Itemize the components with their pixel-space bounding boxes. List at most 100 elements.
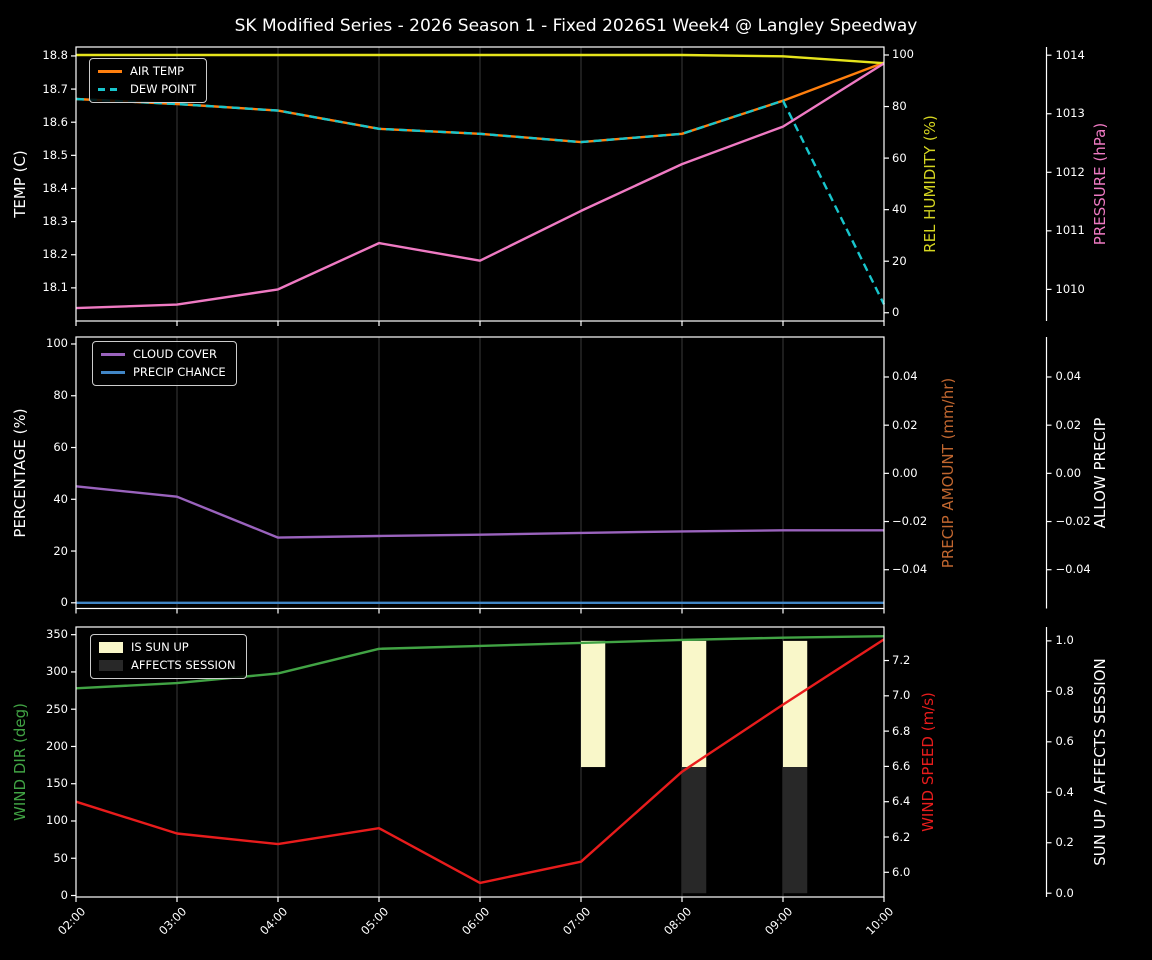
axis-label-rel-humidity-: REL HUMIDITY (%) [921, 115, 939, 253]
axis-label-sun-up-affects-session: SUN UP / AFFECTS SESSION [1091, 658, 1109, 866]
y-tick-label: 0.8 [1055, 683, 1074, 698]
series-dew-point [75, 97, 886, 305]
axis-label-pressure-hpa-: PRESSURE (hPa) [1091, 122, 1109, 246]
legend-swatch-line [101, 353, 125, 356]
legend-label: AIR TEMP [130, 64, 185, 78]
y-tick-label: 1014 [1055, 47, 1085, 62]
legend-label: CLOUD COVER [133, 347, 218, 361]
y-tick-label: 18.5 [42, 147, 68, 162]
legend-label: AFFECTS SESSION [131, 658, 236, 672]
y-tick-label: 0.4 [1055, 784, 1074, 799]
y-tick-label: 6.0 [892, 864, 911, 879]
y-tick-label: −0.04 [892, 562, 928, 577]
y-tick-label: 18.7 [42, 81, 68, 96]
bar-affects-session [682, 767, 707, 894]
bar-is-sun-up [682, 640, 707, 768]
y-tick-label: 0.04 [892, 369, 918, 384]
y-tick-label: 1.0 [1055, 633, 1074, 648]
y-tick-label: 0.2 [1055, 835, 1074, 850]
y-tick-label: 1011 [1055, 223, 1085, 238]
legend-swatch-line [98, 70, 122, 73]
legend-swatch-patch [99, 660, 123, 671]
bar-affects-session [783, 767, 808, 894]
legend-swatch-dash [98, 88, 122, 91]
y-tick-label: 0 [892, 305, 900, 320]
y-tick-label: 18.8 [42, 48, 68, 63]
legend-swatch-line [101, 371, 125, 374]
y-tick-label: 0.02 [1055, 417, 1082, 432]
y-tick-label: 20 [892, 253, 907, 268]
y-tick-label: 7.0 [892, 688, 911, 703]
y-tick-label: 80 [892, 99, 907, 114]
y-tick-label: 40 [892, 202, 907, 217]
legend-item: PRECIP CHANCE [101, 366, 226, 379]
y-tick-label: 60 [53, 440, 68, 454]
y-tick-label: 18.1 [42, 280, 68, 295]
y-tick-label: 7.2 [892, 653, 911, 668]
chart-title: SK Modified Series - 2026 Season 1 - Fix… [234, 16, 918, 36]
y-tick-label: 0.02 [892, 417, 918, 432]
y-tick-label: 20 [53, 543, 68, 558]
y-tick-label: 0 [60, 595, 68, 610]
y-tick-label: 300 [46, 664, 68, 679]
axis-label-precip-amount-mm-hr-: PRECIP AMOUNT (mm/hr) [939, 377, 957, 568]
y-tick-label: 0.00 [1055, 465, 1082, 480]
legend-item: IS SUN UP [99, 641, 236, 654]
y-tick-label: 18.3 [42, 214, 68, 229]
axis-label-wind-speed-m-s-: WIND SPEED (m/s) [919, 692, 937, 832]
legend-label: PRECIP CHANCE [133, 365, 226, 379]
axis-label-temp-c-: TEMP (C) [11, 150, 29, 218]
y-tick-label: 1010 [1055, 281, 1085, 296]
series-rel-humidity [76, 53, 885, 65]
y-tick-label: 18.4 [42, 180, 68, 195]
legend-precipitation: CLOUD COVER PRECIP CHANCE [92, 341, 237, 386]
y-tick-label: 0.00 [892, 465, 918, 480]
bar-is-sun-up [581, 640, 606, 768]
series-wind-dir [75, 635, 885, 690]
y-tick-label: 50 [53, 850, 68, 865]
y-tick-label: 60 [892, 150, 907, 165]
axis-label-allow-precip: ALLOW PRECIP [1091, 417, 1109, 529]
y-tick-label: 0.0 [1055, 885, 1074, 900]
y-tick-label: 100 [46, 336, 68, 351]
legend-item: CLOUD COVER [101, 348, 226, 361]
legend-item: AIR TEMP [98, 65, 196, 78]
y-tick-label: 200 [46, 738, 68, 753]
legend-item: AFFECTS SESSION [99, 659, 236, 672]
y-tick-label: 0.04 [1055, 369, 1082, 384]
series-pressure [75, 62, 885, 310]
y-tick-label: 1012 [1055, 164, 1085, 179]
y-tick-label: 18.2 [42, 247, 68, 262]
axis-label-percentage-: PERCENTAGE (%) [11, 408, 29, 538]
legend-item: DEW POINT [98, 83, 196, 96]
bar-is-sun-up [783, 640, 808, 768]
y-tick-label: 18.6 [42, 114, 68, 129]
y-tick-label: 0 [60, 888, 68, 902]
y-tick-label: 350 [46, 627, 68, 642]
legend-temperature: AIR TEMP DEW POINT [89, 58, 208, 103]
y-tick-label: 6.4 [892, 794, 911, 809]
y-tick-label: −0.02 [892, 514, 928, 529]
legend-label: DEW POINT [130, 82, 197, 96]
y-tick-label: −0.02 [1055, 514, 1091, 529]
y-tick-label: 250 [46, 701, 68, 716]
legend-swatch-patch [99, 642, 123, 653]
legend-wind-sun: IS SUN UP AFFECTS SESSION [90, 634, 247, 679]
series-cloud-cover [75, 485, 884, 539]
y-tick-label: −0.04 [1055, 562, 1091, 577]
y-tick-label: 100 [892, 47, 914, 62]
y-tick-label: 6.2 [892, 829, 911, 844]
y-tick-label: 6.6 [892, 758, 911, 773]
y-tick-label: 150 [46, 776, 68, 791]
legend-label: IS SUN UP [131, 640, 189, 654]
series-wind-speed [75, 638, 885, 885]
y-tick-label: 40 [53, 491, 68, 506]
axis-label-wind-dir-deg-: WIND DIR (deg) [11, 703, 29, 821]
y-tick-label: 0.6 [1055, 734, 1074, 749]
y-tick-label: 80 [53, 388, 68, 403]
y-tick-label: 6.8 [892, 723, 911, 738]
y-tick-label: 100 [46, 813, 68, 828]
y-tick-label: 1013 [1055, 106, 1085, 121]
